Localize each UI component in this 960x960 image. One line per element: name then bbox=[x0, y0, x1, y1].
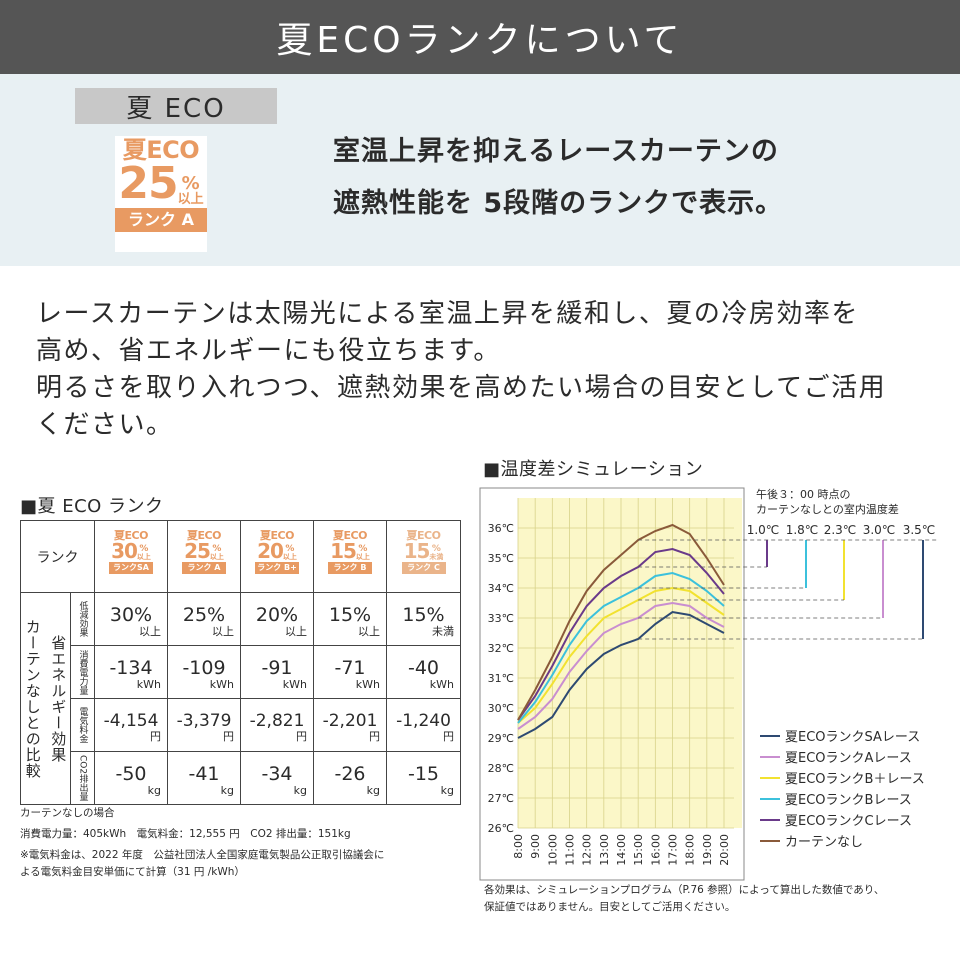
difference-label: 2.3℃ bbox=[824, 523, 857, 537]
x-tick-label: 16:00 bbox=[649, 834, 662, 866]
badge-percent: 25 bbox=[118, 158, 178, 209]
simulation-title: ■温度差シミュレーション bbox=[483, 459, 704, 480]
y-tick-label: 32℃ bbox=[488, 642, 514, 655]
badge-rank: ランク A bbox=[115, 208, 207, 232]
y-tick-label: 28℃ bbox=[488, 762, 514, 775]
simulation-footnote: 各効果は、シミュレーションプログラム（P.76 参照）によって算出した数値であり… bbox=[484, 884, 885, 913]
y-tick-label: 35℃ bbox=[488, 552, 514, 565]
rank-table: ランク 夏ECO 30% 以上 ランクSA 夏ECO 25% 以上 ランク A 夏E… bbox=[20, 520, 461, 805]
table-row: カーテンなしとの比較 省エネルギー効果 低減効果 30% 以上 25% 以上 20%… bbox=[20, 592, 461, 805]
y-tick-label: 36℃ bbox=[488, 522, 514, 535]
legend-label: カーテンなし bbox=[785, 835, 863, 850]
y-tick-label: 27℃ bbox=[488, 792, 514, 805]
x-tick-label: 11:00 bbox=[564, 834, 577, 866]
y-tick-label: 29℃ bbox=[488, 732, 514, 745]
annotation-line-2: カーテンなしとの室内温度差 bbox=[756, 502, 899, 516]
intro-line-4: ください。 bbox=[36, 410, 174, 440]
x-tick-label: 10:00 bbox=[546, 834, 559, 866]
page-title: 夏ECOランクについて bbox=[276, 20, 684, 61]
legend-label: 夏ECOランクSAレース bbox=[785, 730, 920, 745]
headline: 室温上昇を抑えるレースカーテンの 遮熱性能を 5段階のランクで表示。 bbox=[333, 126, 783, 230]
rank-c-badge: 夏ECO 15% 未満 ランク C bbox=[401, 528, 446, 585]
y-tick-label: 30℃ bbox=[488, 702, 514, 715]
difference-label: 1.0℃ bbox=[747, 523, 780, 537]
difference-label: 1.8℃ bbox=[786, 523, 819, 537]
series-line bbox=[517, 601, 725, 730]
badge-pct-sign: % bbox=[181, 173, 200, 194]
rank-a-badge: 夏ECO 25% 以上 ランク A bbox=[182, 528, 226, 585]
x-tick-label: 14:00 bbox=[615, 834, 628, 866]
badge-name: 夏ECO bbox=[122, 136, 200, 164]
difference-label: 3.0℃ bbox=[863, 523, 896, 537]
rank-sa-badge: 夏ECO 30% 以上 ランクSA bbox=[109, 528, 153, 585]
y-tick-label: 33℃ bbox=[488, 612, 514, 625]
rank-b-badge: 夏ECO 15% 以上 ランク B bbox=[328, 528, 372, 585]
x-tick-label: 13:00 bbox=[598, 834, 611, 866]
table-row: 消費電力量 -134 kWh -109 kWh -91 kWh -71 kWh -40 k… bbox=[21, 645, 461, 699]
annotation-line-1: 午後３：00 時点の bbox=[756, 487, 851, 501]
x-tick-label: 20:00 bbox=[718, 834, 731, 866]
y-tick-label: 34℃ bbox=[488, 582, 514, 595]
rank-header-label: ランク bbox=[36, 549, 79, 566]
headline-line-1: 室温上昇を抑えるレースカーテンの bbox=[333, 136, 779, 167]
rank-b-plus-badge: 夏ECO 20% 以上 ランク B+ bbox=[255, 528, 299, 585]
eco-tag: 夏 ECO bbox=[75, 88, 277, 124]
x-tick-label: 17:00 bbox=[667, 834, 680, 866]
x-tick-label: 18:00 bbox=[684, 834, 697, 866]
intro-line-3: 明るさを取り入れつつ、遮熱効果を高めたい場合の目安としてご活用 bbox=[36, 373, 887, 403]
x-tick-label: 8:00 bbox=[512, 834, 525, 859]
page-header: 夏ECOランクについて bbox=[0, 0, 960, 74]
intro-paragraph: レースカーテンは太陽光による室温上昇を緩和し、夏の冷房効率を 高め、省エネルギー… bbox=[36, 296, 946, 444]
x-tick-label: 9:00 bbox=[529, 834, 542, 859]
rank-table-title: ■夏 ECO ランク bbox=[20, 496, 164, 517]
series-line bbox=[517, 523, 725, 721]
table-note: カーテンなしの場合 消費電力量：405kWh 電気料金：12,555 円 CO2… bbox=[20, 807, 385, 878]
legend-label: 夏ECOランクCレース bbox=[785, 814, 912, 829]
legend-label: 夏ECOランクBレース bbox=[785, 793, 912, 808]
x-tick-label: 12:00 bbox=[581, 834, 594, 866]
legend-label: 夏ECOランクAレース bbox=[785, 751, 912, 766]
table-row: CO2排出量 -50 kg -41 kg -34 kg -26 kg -15 kg bbox=[21, 751, 461, 805]
badge-suffix: 以上 bbox=[177, 192, 204, 207]
intro-line-2: 高め、省エネルギーにも役立ちます。 bbox=[36, 336, 501, 366]
legend-label: 夏ECOランクB＋レース bbox=[785, 772, 925, 787]
difference-label: 3.5℃ bbox=[903, 523, 936, 537]
series-line bbox=[517, 547, 725, 721]
series-line bbox=[517, 586, 725, 724]
x-tick-label: 15:00 bbox=[632, 834, 645, 866]
headline-line-2: 遮熱性能を 5段階のランクで表示。 bbox=[333, 188, 784, 219]
group-label-2: 省エネルギー効果 bbox=[49, 634, 68, 763]
rank-header-row: ランク 夏ECO 30% 以上 ランクSA 夏ECO 25% 以上 ランク A 夏E… bbox=[20, 520, 461, 593]
intro-line-1: レースカーテンは太陽光による室温上昇を緩和し、夏の冷房効率を bbox=[36, 299, 859, 329]
table-row: 電気料金 -4,154 円 -3,379 円 -2,821 円 -2,201 円 -1,… bbox=[21, 698, 461, 752]
group-label: カーテンなしとの比較 bbox=[23, 618, 42, 779]
series-line bbox=[517, 610, 725, 739]
temperature-chart: 26℃ 27℃ 28℃ 29℃ 30℃ 31℃ 32℃ 33℃ 34℃ 35℃ 36℃ 8:00 9:… bbox=[479, 487, 938, 881]
series-line bbox=[517, 571, 725, 724]
y-tick-label: 31℃ bbox=[488, 672, 514, 685]
y-tick-label: 26℃ bbox=[488, 822, 514, 835]
x-tick-label: 19:00 bbox=[701, 834, 714, 866]
eco-rank-a-badge: 夏ECO 25 % 以上 ランク A bbox=[115, 136, 207, 252]
